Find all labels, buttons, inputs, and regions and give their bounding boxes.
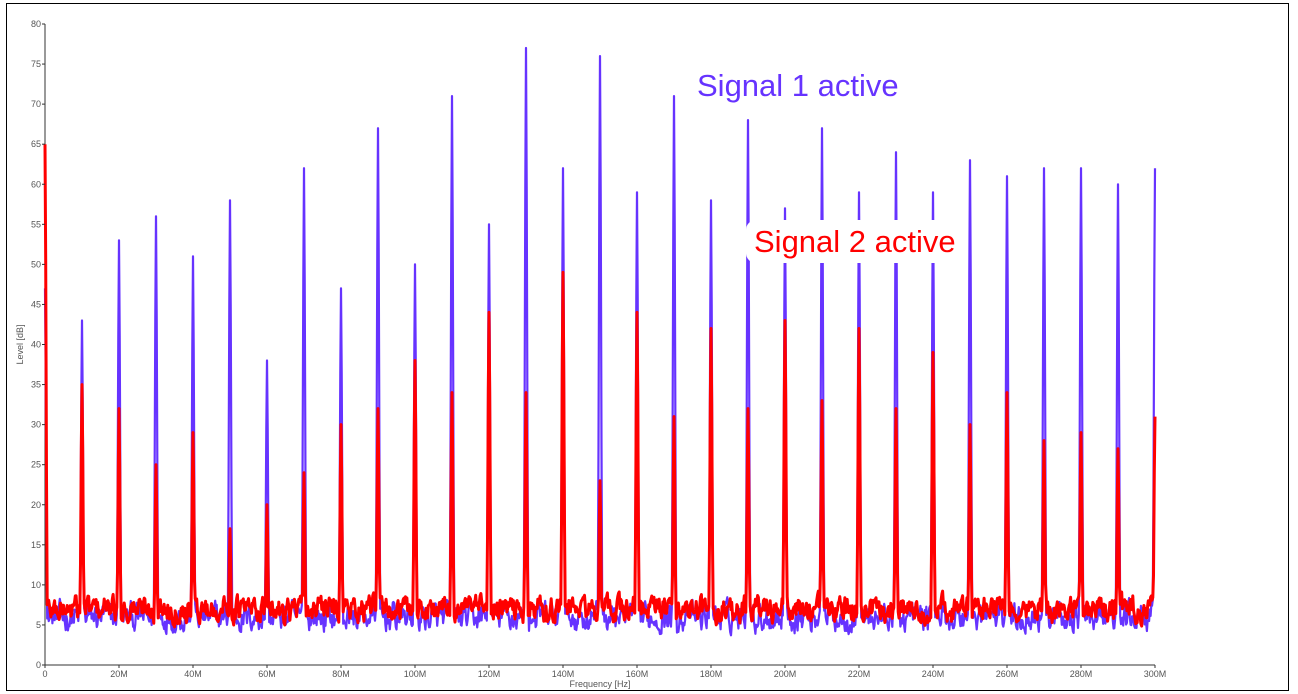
x-tick-label: 100M xyxy=(404,669,427,679)
annotation-signal-2: Signal 2 active xyxy=(754,224,956,259)
y-tick-label: 10 xyxy=(31,580,41,590)
y-tick-label: 55 xyxy=(31,219,41,229)
y-tick-label: 0 xyxy=(36,660,41,670)
y-tick-label: 45 xyxy=(31,299,41,309)
spectrum-chart: 0 5 10 15 20 25 30 35 40 45 50 55 60 65 70 75 80 0 20M 40M 6… xyxy=(15,19,1166,689)
x-tick-label: 180M xyxy=(700,669,723,679)
x-tick-label: 220M xyxy=(848,669,871,679)
x-tick-label: 280M xyxy=(1070,669,1093,679)
y-tick-label: 60 xyxy=(31,179,41,189)
annotation-backdrop xyxy=(689,64,907,107)
y-tick-label: 70 xyxy=(31,99,41,109)
x-tick-label: 160M xyxy=(626,669,649,679)
x-axis-label: Frequency [Hz] xyxy=(569,679,630,689)
series-layer xyxy=(43,46,1157,637)
x-tick-label: 20M xyxy=(110,669,128,679)
x-tick-label: 40M xyxy=(184,669,202,679)
y-tick-label: 75 xyxy=(31,59,41,69)
x-tick-label: 60M xyxy=(258,669,276,679)
y-tick-label: 15 xyxy=(31,540,41,550)
annotation-backdrop xyxy=(746,220,964,263)
y-tick-label: 50 xyxy=(31,259,41,269)
y-tick-label: 80 xyxy=(31,19,41,29)
x-tick-label: 260M xyxy=(996,669,1019,679)
series-line-signal-1 xyxy=(43,46,1157,637)
chart-frame: 0 5 10 15 20 25 30 35 40 45 50 55 60 65 70 75 80 0 20M 40M 6… xyxy=(6,3,1289,691)
series-line-signal-2 xyxy=(43,144,1157,629)
y-tick-label: 35 xyxy=(31,380,41,390)
x-tick-label: 120M xyxy=(478,669,501,679)
x-tick-label: 140M xyxy=(552,669,575,679)
tick-labels: 0 5 10 15 20 25 30 35 40 45 50 55 60 65 70 75 80 0 20M 40M 6… xyxy=(31,19,1166,679)
y-tick-label: 20 xyxy=(31,500,41,510)
x-tick-label: 80M xyxy=(332,669,350,679)
x-tick-label: 0 xyxy=(42,669,47,679)
y-tick-label: 5 xyxy=(36,620,41,630)
y-tick-label: 65 xyxy=(31,139,41,149)
x-tick-label: 300M xyxy=(1144,669,1167,679)
y-axis-label: Level [dB] xyxy=(15,324,25,364)
x-tick-label: 200M xyxy=(774,669,797,679)
y-tick-label: 25 xyxy=(31,460,41,470)
y-tick-label: 30 xyxy=(31,420,41,430)
y-tick-label: 40 xyxy=(31,340,41,350)
annotation-signal-1: Signal 1 active xyxy=(697,68,899,103)
x-tick-label: 240M xyxy=(922,669,945,679)
